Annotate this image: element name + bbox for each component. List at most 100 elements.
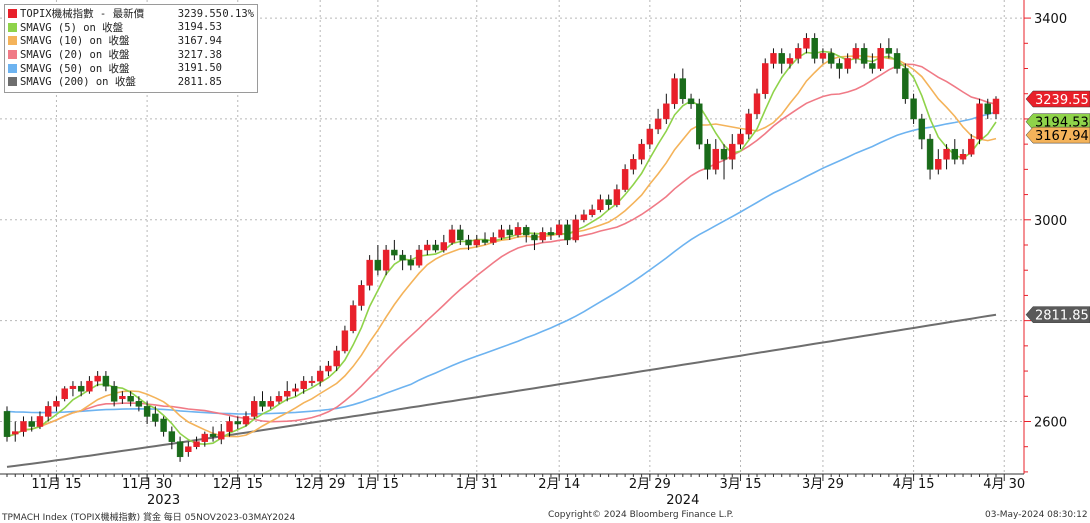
legend-value: 2811.85 (177, 75, 222, 88)
candle-body (696, 103, 703, 145)
candle-body (605, 199, 612, 205)
candle-body (827, 53, 835, 64)
candle-body (547, 232, 555, 236)
candle-body (531, 234, 538, 241)
legend-row-price: TOPIX機械指數 - 最新價 3239.55 0.13% (8, 7, 254, 21)
candle-body (176, 441, 184, 458)
candle-body (193, 441, 200, 447)
year-label: 2024 (666, 493, 699, 508)
year-label: 2023 (147, 493, 180, 508)
candle-body (168, 431, 176, 442)
candle-body (3, 411, 11, 437)
footer-copyright: Copyright© 2024 Bloomberg Finance L.P. (548, 510, 734, 520)
price-tag-label: 2811.85 (1035, 309, 1089, 324)
candle-body (844, 58, 851, 69)
candle-body (572, 219, 579, 241)
candle-body (729, 143, 736, 160)
candle-body (20, 421, 27, 432)
candle-body (630, 159, 637, 170)
price-axis: 2600 3000 3400 (1023, 0, 1067, 474)
candle-body (94, 375, 101, 382)
sma200-line (6, 313, 997, 468)
candle-body (663, 103, 670, 120)
candle-body (242, 416, 250, 425)
candle-body (432, 244, 439, 251)
footer-source: TPMACH Index (TOPIX機械指數) 賞金 每日 05NOV2023… (2, 513, 296, 523)
candle-body (597, 199, 604, 210)
sma5-line (6, 50, 997, 446)
x-tick-label: 12月 29 (295, 477, 345, 492)
candle-body (12, 431, 19, 435)
candle-body (819, 53, 827, 59)
legend-change: 0.13% (222, 7, 254, 20)
price-tag-box (1025, 90, 1090, 108)
legend: TOPIX機械指數 - 最新價 3239.55 0.13% SMAVG (5) … (4, 4, 258, 93)
candle-body (366, 259, 373, 286)
candle-body (36, 416, 44, 427)
candle-body (984, 103, 991, 115)
candle-body (753, 93, 761, 115)
candle-body (448, 229, 456, 243)
candle-body (325, 365, 332, 372)
price-tag-label: 3167.94 (1035, 129, 1089, 144)
candle-body (869, 63, 876, 69)
candle-body (316, 370, 324, 382)
candle-body (44, 406, 52, 417)
candle-body (555, 224, 563, 236)
grid-lines (0, 0, 1024, 474)
candle-body (481, 239, 489, 243)
candle-body (712, 148, 720, 170)
candle-body (654, 118, 662, 130)
candle-body (473, 239, 480, 246)
x-tick-label: 1月 31 (456, 477, 498, 492)
candle-body (968, 138, 975, 155)
candle-body (646, 128, 654, 145)
candle-body (102, 375, 110, 387)
legend-swatch (8, 50, 17, 60)
y-tick-label: 2600 (1034, 415, 1067, 430)
candle-body (910, 98, 917, 120)
legend-swatch (8, 77, 17, 87)
candle-body (860, 48, 868, 64)
candle-body (762, 63, 769, 94)
legend-swatch (8, 36, 17, 46)
price-tag-label: 3239.55 (1035, 93, 1089, 108)
candle-body (893, 53, 901, 69)
candle-body (185, 446, 192, 452)
candle-body (226, 421, 233, 432)
candle-body (358, 285, 365, 306)
legend-swatch (8, 9, 17, 19)
candle-body (885, 48, 893, 54)
price-tag-box (1025, 126, 1090, 144)
price-tag-2811.85: 2811.85 (1025, 306, 1090, 324)
candle-body (457, 229, 464, 241)
legend-name: SMAVG (5) on 收盤 (20, 21, 124, 34)
candle-body (902, 68, 909, 100)
price-tag-3167.94: 3167.94 (1025, 126, 1090, 144)
candle-body (959, 153, 967, 160)
candle-body (786, 58, 794, 64)
candle-body (778, 53, 785, 64)
x-tick-label: 12月 15 (213, 477, 263, 492)
moving-average-lines (6, 50, 997, 468)
legend-name: SMAVG (50) on 收盤 (20, 62, 130, 75)
candle-body (300, 380, 307, 389)
candle-body (770, 53, 777, 64)
sma10-line (6, 55, 997, 438)
candle-body (234, 421, 241, 425)
legend-value: 3194.53 (177, 21, 222, 34)
legend-name: TOPIX機械指數 - 最新價 (20, 8, 145, 21)
legend-value: 3217.38 (177, 48, 222, 61)
candle-body (152, 413, 159, 422)
time-axis: 11月 15 11月 30 12月 15 12月 29 1月 15 1月 31 2月 14 2… (0, 473, 1025, 508)
candle-body (218, 431, 225, 440)
candle-body (53, 401, 60, 407)
candle-body (811, 38, 818, 59)
candle-body (877, 48, 884, 69)
candle-body (251, 401, 258, 417)
candle-body (935, 159, 942, 170)
candle-body (951, 148, 959, 160)
candle-body (506, 229, 513, 236)
